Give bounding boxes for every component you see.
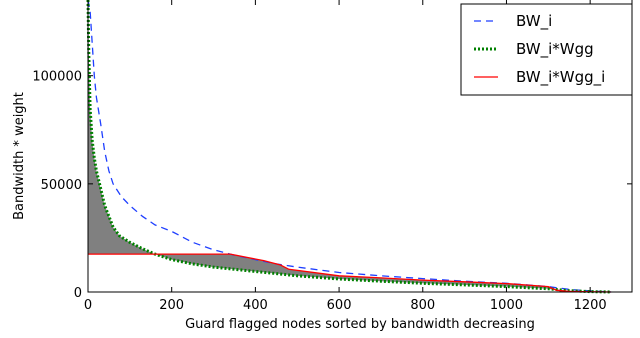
axis-ticks: 0 200 400 600 800 1000 1200 0 50000 100000 <box>32 0 632 313</box>
y-tick-label: 100000 <box>32 70 82 85</box>
x-tick-label: 200 <box>159 298 184 313</box>
x-tick-label: 1000 <box>490 298 523 313</box>
y-tick-label: 50000 <box>41 178 82 193</box>
x-tick-label: 800 <box>410 298 435 313</box>
x-tick-label: 600 <box>327 298 352 313</box>
legend-label: BW_i <box>516 12 552 31</box>
legend-label: BW_i*Wgg <box>516 40 594 59</box>
x-tick-label: 0 <box>84 298 92 313</box>
y-tick-label: 0 <box>74 286 82 301</box>
series-lines <box>86 0 612 294</box>
series-line-2 <box>88 253 612 293</box>
y-axis-label: Bandwidth * weight <box>12 92 27 220</box>
x-tick-label: 400 <box>243 298 268 313</box>
legend: BW_i BW_i*Wgg BW_i*Wgg_i <box>460 3 633 96</box>
series-line-1 <box>86 0 612 294</box>
x-axis-label: Guard flagged nodes sorted by bandwidth … <box>185 317 535 332</box>
legend-box <box>460 3 633 96</box>
legend-label: BW_i*Wgg_i <box>516 68 605 87</box>
plot-frame <box>87 0 633 293</box>
x-tick-label: 1200 <box>574 298 607 313</box>
